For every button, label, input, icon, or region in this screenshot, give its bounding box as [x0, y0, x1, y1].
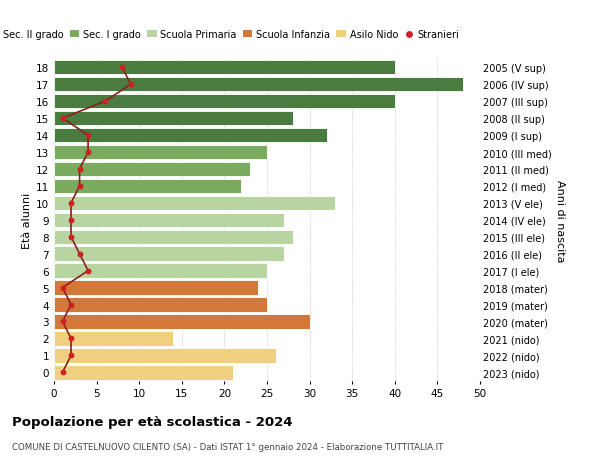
Bar [54, 281, 259, 295]
Point [75, 251, 85, 258]
Point [83, 149, 93, 157]
Point [66, 234, 76, 241]
Legend: Sec. II grado, Sec. I grado, Scuola Primaria, Scuola Infanzia, Asilo Nido, Stran: Sec. II grado, Sec. I grado, Scuola Prim… [0, 26, 463, 44]
Point [66, 200, 76, 207]
Bar [54, 348, 275, 363]
Point [66, 335, 76, 342]
Point [75, 183, 85, 190]
Point [66, 301, 76, 308]
Bar [54, 129, 326, 143]
Point [58, 369, 67, 376]
Bar [54, 331, 173, 346]
Bar [54, 196, 335, 211]
Bar [54, 61, 395, 75]
Point [58, 115, 67, 123]
Bar [54, 162, 250, 177]
Bar [54, 264, 267, 278]
Y-axis label: Anni di nascita: Anni di nascita [556, 179, 565, 262]
Bar [54, 314, 310, 329]
Bar [54, 365, 233, 380]
Point [66, 352, 76, 359]
Bar [54, 213, 284, 228]
Point [58, 284, 67, 291]
Text: Popolazione per età scolastica - 2024: Popolazione per età scolastica - 2024 [12, 415, 293, 428]
Bar [54, 247, 284, 261]
Bar [54, 78, 463, 92]
Point [118, 64, 127, 72]
Point [83, 132, 93, 140]
Bar [54, 95, 395, 109]
Point [66, 217, 76, 224]
Text: COMUNE DI CASTELNUOVO CILENTO (SA) - Dati ISTAT 1° gennaio 2024 - Elaborazione T: COMUNE DI CASTELNUOVO CILENTO (SA) - Dat… [12, 442, 443, 451]
Point [126, 81, 136, 89]
Point [75, 166, 85, 173]
Point [83, 268, 93, 275]
Bar [54, 112, 293, 126]
Bar [54, 230, 293, 244]
Bar [54, 146, 267, 160]
Point [58, 318, 67, 325]
Point [100, 98, 110, 106]
Y-axis label: Età alunni: Età alunni [22, 192, 32, 248]
Bar [54, 298, 267, 312]
Bar [54, 179, 241, 194]
